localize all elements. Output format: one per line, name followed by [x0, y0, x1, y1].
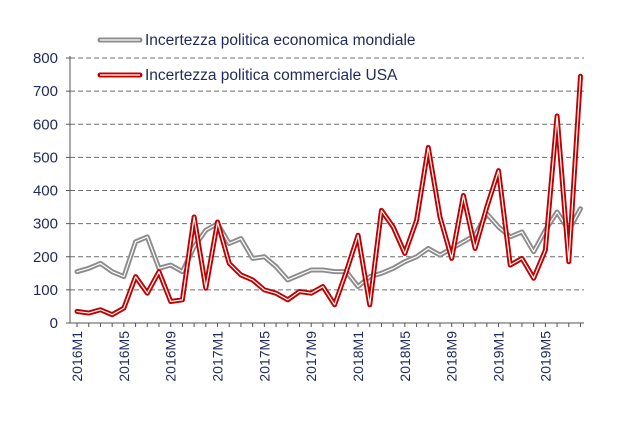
x-tick-label-2017m5: 2017M5: [256, 331, 272, 382]
series-line-inner-0: [76, 208, 582, 288]
y-tick-label-500: 500: [33, 149, 58, 166]
series-lines: [74, 73, 583, 318]
x-tick-label-2019m5: 2019M5: [537, 331, 553, 382]
y-tick-label-400: 400: [33, 183, 58, 200]
legend-label-0: Incertezza politica economica mondiale: [145, 32, 416, 49]
y-tick-label-600: 600: [33, 116, 58, 133]
axes: [66, 56, 584, 327]
x-tick-label-2016m5: 2016M5: [116, 331, 132, 382]
x-tick-label-2016m1: 2016M1: [69, 331, 85, 382]
series-line-inner-1: [76, 75, 582, 316]
y-tick-label-200: 200: [33, 249, 58, 266]
legend-item-1: Incertezza politica commerciale USA: [97, 67, 398, 84]
x-tick-label-2017m9: 2017M9: [303, 331, 319, 382]
x-tick-label-2018m5: 2018M5: [397, 331, 413, 382]
series-line-outer-1: [74, 73, 583, 318]
grid-lines: [70, 57, 584, 291]
x-tick-label-2017m1: 2017M1: [210, 331, 226, 382]
x-tick-label-2018m9: 2018M9: [444, 331, 460, 382]
y-tick-labels: 0 100 200 300 400 500 600 700 800: [33, 50, 58, 332]
legend: Incertezza politica economica mondiale In…: [97, 32, 416, 84]
x-tick-label-2018m1: 2018M1: [350, 331, 366, 382]
y-tick-label-300: 300: [33, 216, 58, 233]
legend-label-1: Incertezza politica commerciale USA: [145, 67, 398, 84]
x-tick-labels: 2016M1 2016M5 2016M9 2017M1 2017M5 2017M9 2018…: [69, 331, 553, 382]
y-tick-label-800: 800: [33, 50, 58, 67]
y-tick-label-700: 700: [33, 83, 58, 100]
series-incertezza-politica-commerciale-usa: [74, 73, 583, 318]
x-tick-label-2019m1: 2019M1: [491, 331, 507, 382]
y-tick-label-0: 0: [50, 315, 58, 332]
x-tick-label-2016m9: 2016M9: [163, 331, 179, 382]
series-incertezza-politica-economica-mondiale: [74, 206, 583, 290]
y-tick-label-100: 100: [33, 282, 58, 299]
legend-item-0: Incertezza politica economica mondiale: [97, 32, 416, 49]
